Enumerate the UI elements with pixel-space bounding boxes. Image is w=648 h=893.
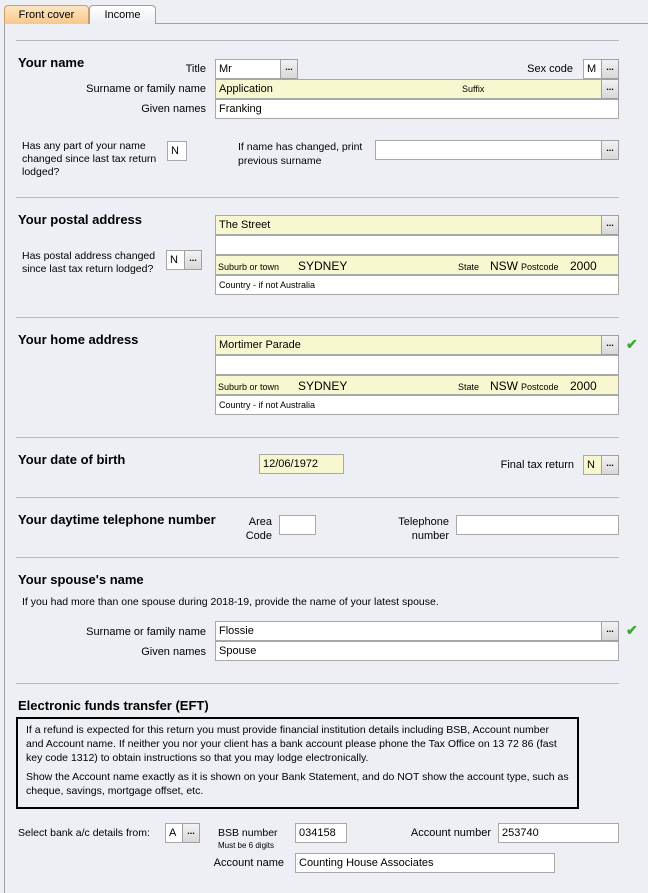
eft-heading: Electronic funds transfer (EFT) [18, 698, 209, 713]
title-label: Title [185, 63, 206, 75]
home-state-value[interactable]: NSW [490, 379, 518, 393]
divider [16, 497, 619, 498]
account-name-input[interactable]: Counting House Associates [295, 853, 555, 873]
previous-surname-input[interactable] [375, 140, 602, 160]
suffix-lookup-button[interactable]: ... [601, 79, 619, 99]
sex-code-label: Sex code [527, 63, 573, 75]
postal-country-input[interactable]: Country - if not Australia [215, 275, 619, 295]
area-code-label: Area Code [245, 516, 272, 542]
your-name-heading: Your name [18, 55, 85, 70]
select-bank-label: Select bank a/c details from: [18, 827, 150, 839]
check-icon: ✔ [626, 336, 638, 352]
home-suburb-value[interactable]: SYDNEY [298, 379, 348, 393]
area-code-input[interactable] [279, 515, 316, 535]
divider [16, 437, 619, 438]
name-changed-question: Has any part of your name changed since … [22, 140, 157, 178]
account-number-input[interactable]: 253740 [498, 823, 619, 843]
divider [16, 557, 619, 558]
previous-surname-label: If name has changed, print previous surn… [238, 141, 363, 167]
sex-code-input[interactable]: M [583, 59, 602, 79]
postal-line1-input[interactable]: The Street [215, 215, 602, 235]
home-line1-input[interactable]: Mortimer Parade [215, 335, 602, 355]
bsb-label: BSB number [218, 827, 278, 839]
final-tax-return-label: Final tax return [500, 459, 574, 471]
phone-heading: Your daytime telephone number [18, 512, 216, 527]
postal-line2-input[interactable] [215, 235, 619, 255]
name-changed-input[interactable]: N [167, 141, 187, 161]
bsb-input[interactable]: 034158 [295, 823, 347, 843]
tab-front-cover[interactable]: Front cover [4, 5, 89, 24]
postal-suburb-row[interactable] [215, 255, 619, 275]
eft-notice: If a refund is expected for this return … [16, 717, 579, 809]
home-suburb-row[interactable] [215, 375, 619, 395]
postal-changed-question: Has postal address changed since last ta… [22, 250, 156, 275]
spouse-surname-label: Surname or family name [86, 626, 206, 638]
dob-heading: Your date of birth [18, 452, 126, 467]
surname-label: Surname or family name [86, 83, 206, 95]
spouse-heading: Your spouse's name [18, 572, 144, 587]
telephone-number-input[interactable] [456, 515, 619, 535]
form-panel [4, 23, 648, 893]
previous-surname-lookup-button[interactable]: ... [601, 140, 619, 160]
final-tax-return-input[interactable]: N [583, 455, 602, 475]
postal-state-value[interactable]: NSW [490, 259, 518, 273]
surname-input[interactable]: Application [215, 79, 602, 99]
home-lookup-button[interactable]: ... [601, 335, 619, 355]
dob-input[interactable]: 12/06/1972 [259, 454, 344, 474]
bsb-hint: Must be 6 digits [218, 841, 275, 850]
home-address-heading: Your home address [18, 332, 139, 347]
select-bank-input[interactable]: A [165, 823, 183, 843]
home-state-label: State [458, 382, 480, 392]
spouse-given-input[interactable]: Spouse [215, 641, 619, 661]
eft-notice-text: If a refund is expected for this return … [26, 724, 557, 764]
spouse-note: If you had more than one spouse during 2… [22, 596, 439, 608]
eft-notice-text: Show the Account name exactly as it is s… [26, 771, 569, 797]
postal-suburb-label: Suburb or town [218, 262, 280, 272]
title-input[interactable]: Mr [215, 59, 281, 79]
tab-income[interactable]: Income [89, 5, 156, 24]
postal-postcode-value[interactable]: 2000 [570, 259, 597, 273]
given-names-input[interactable]: Franking [215, 99, 619, 119]
given-names-label: Given names [141, 103, 206, 115]
postal-country-label: Country - if not Australia [219, 280, 316, 290]
account-number-label: Account number [410, 827, 491, 839]
home-suburb-label: Suburb or town [218, 382, 280, 392]
sex-code-lookup-button[interactable]: ... [601, 59, 619, 79]
postal-address-heading: Your postal address [18, 212, 143, 227]
suffix-label: Suffix [462, 84, 485, 94]
home-postcode-label: Postcode [521, 382, 559, 392]
spouse-lookup-button[interactable]: ... [601, 621, 619, 641]
home-line2-input[interactable] [215, 355, 619, 375]
final-tax-return-lookup-button[interactable]: ... [601, 455, 619, 475]
postal-state-label: State [458, 262, 480, 272]
telephone-number-label: Telephone number [398, 516, 449, 542]
home-postcode-value[interactable]: 2000 [570, 379, 597, 393]
postal-changed-lookup-button[interactable]: ... [184, 250, 202, 270]
divider [16, 40, 619, 41]
spouse-given-label: Given names [141, 646, 206, 658]
spouse-surname-input[interactable]: Flossie [215, 621, 602, 641]
account-name-label: Account name [213, 857, 284, 869]
postal-postcode-label: Postcode [521, 262, 559, 272]
divider [16, 317, 619, 318]
home-country-input[interactable]: Country - if not Australia [215, 395, 619, 415]
postal-changed-input[interactable]: N [166, 250, 185, 270]
title-lookup-button[interactable]: ... [280, 59, 298, 79]
divider [16, 197, 619, 198]
select-bank-lookup-button[interactable]: ... [182, 823, 200, 843]
postal-lookup-button[interactable]: ... [601, 215, 619, 235]
divider [16, 683, 619, 684]
postal-suburb-value[interactable]: SYDNEY [298, 259, 348, 273]
check-icon: ✔ [626, 622, 638, 638]
home-country-label: Country - if not Australia [219, 400, 316, 410]
